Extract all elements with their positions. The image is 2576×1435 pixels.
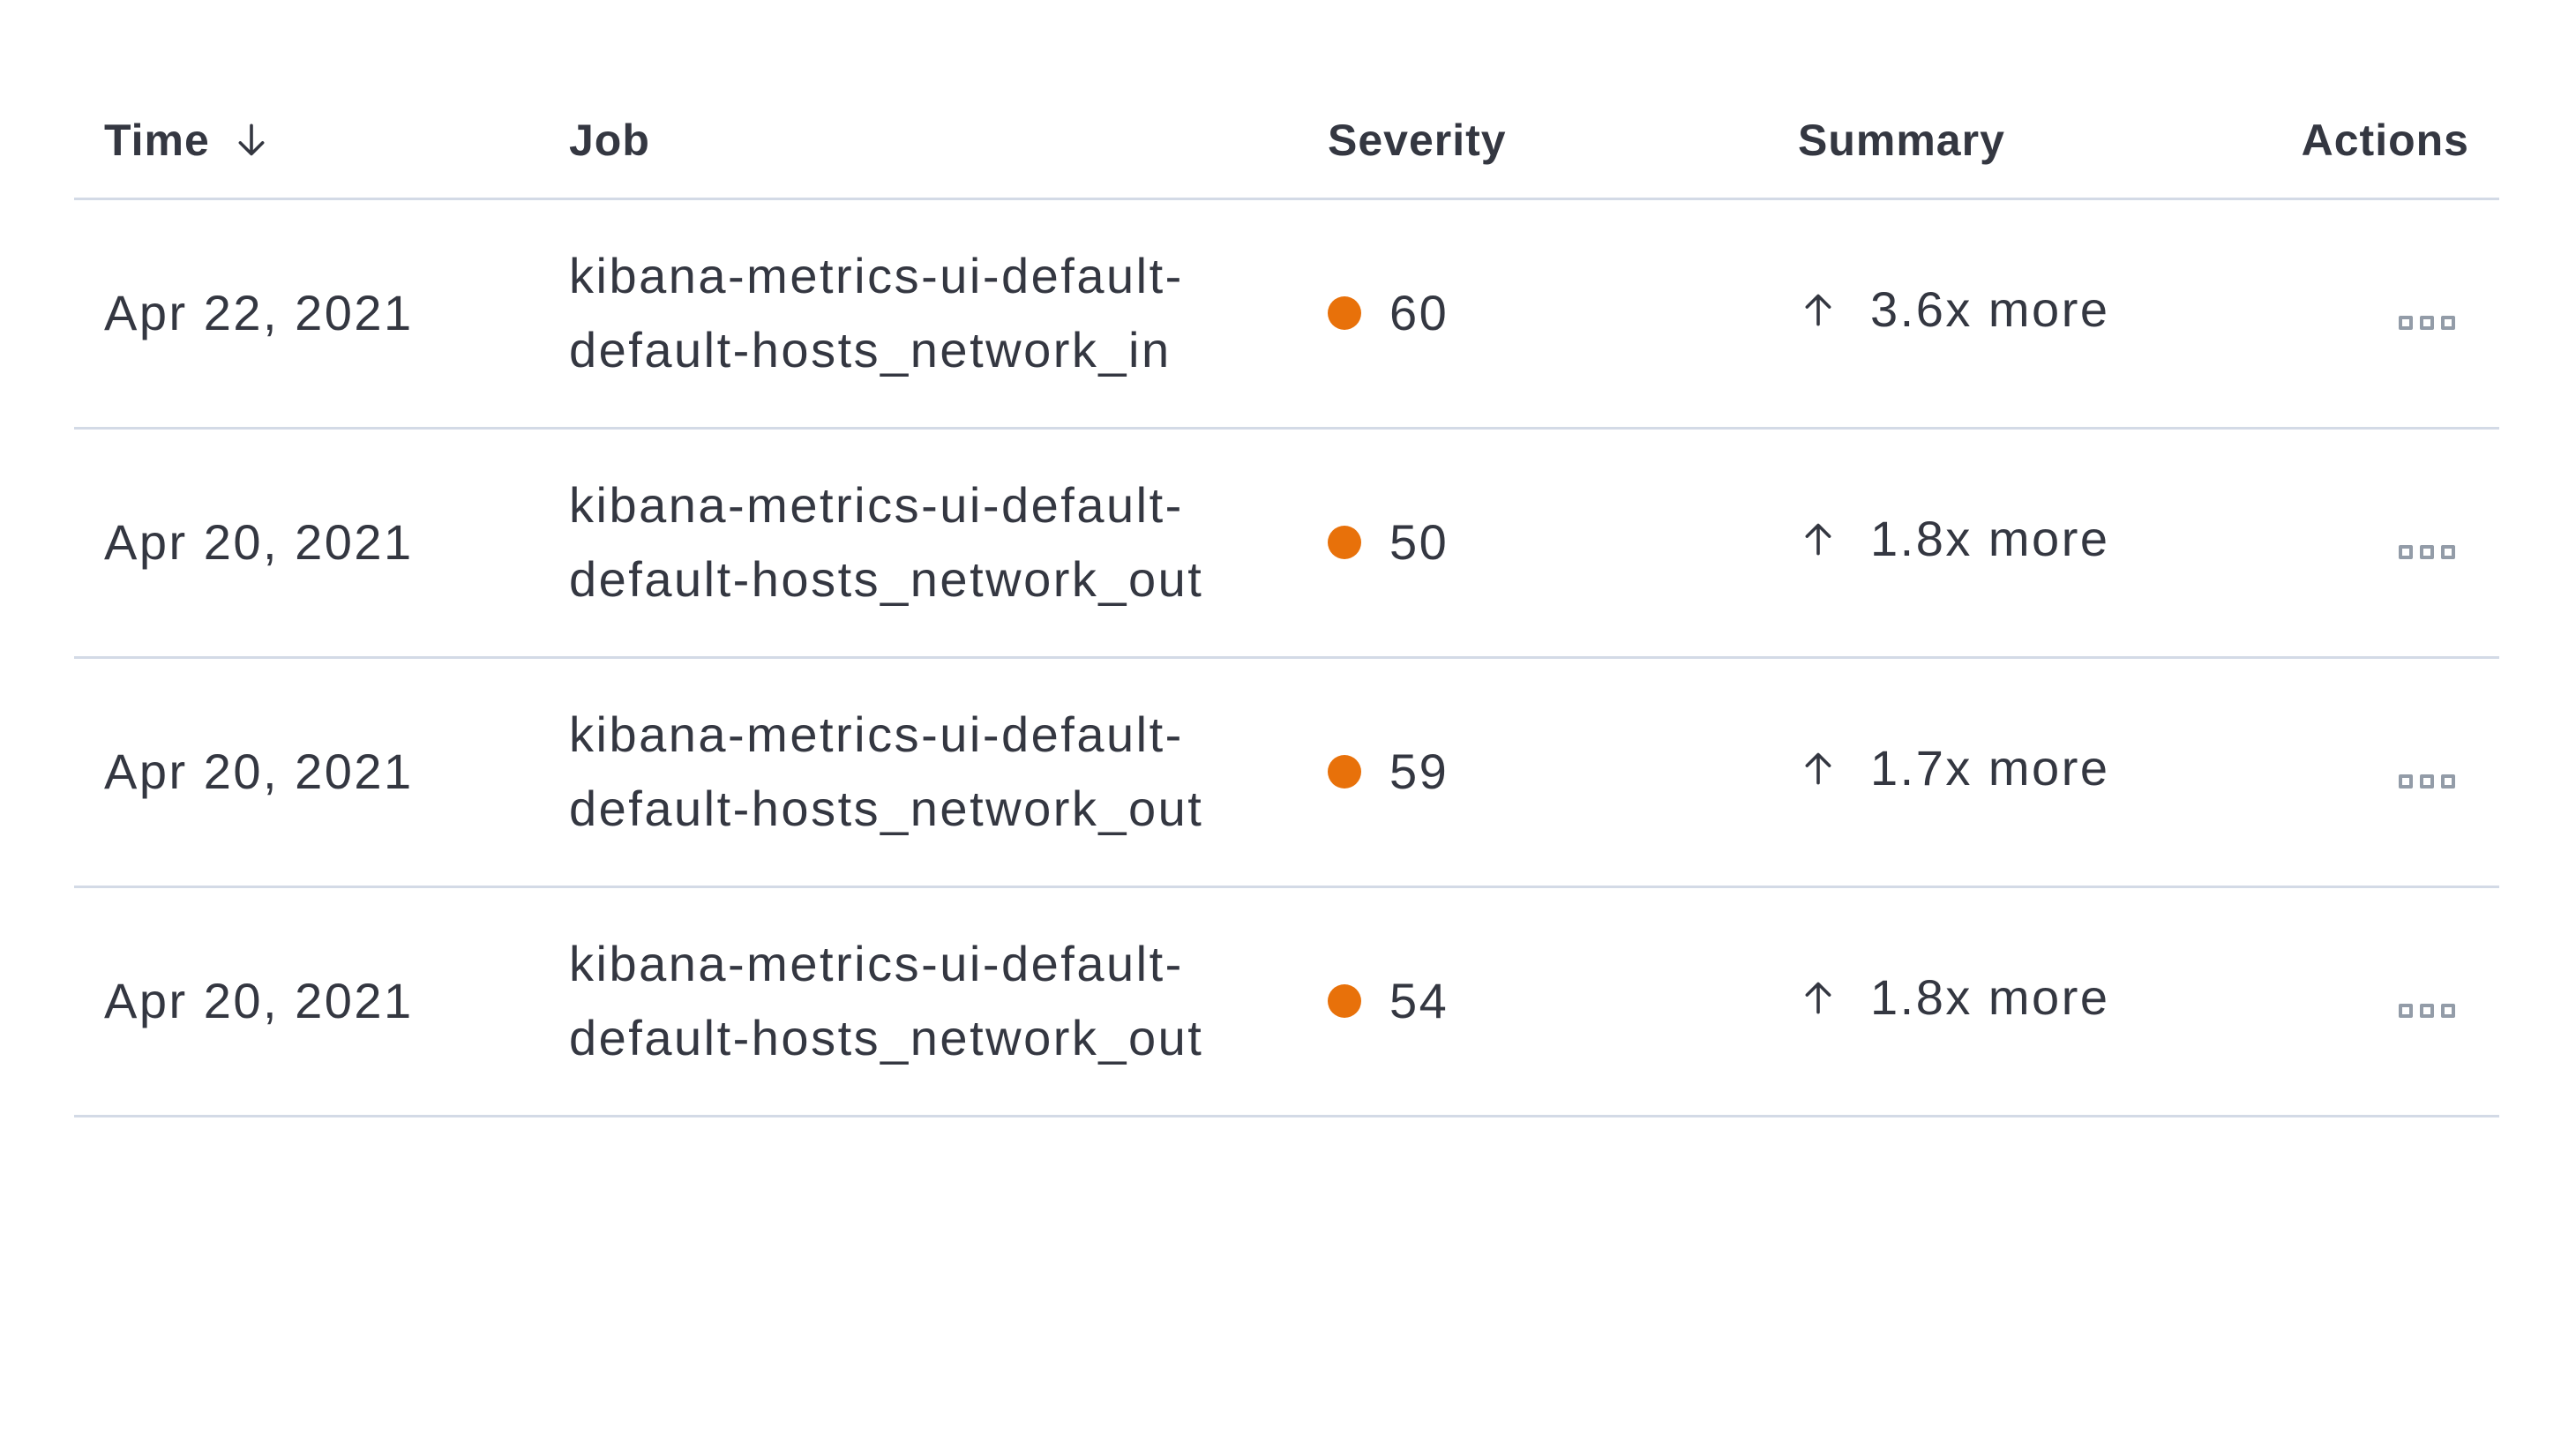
actions-header-label: Actions bbox=[2301, 116, 2469, 166]
job-cell: kibana-metrics-ui-default-default-hosts_… bbox=[539, 657, 1298, 888]
table-row: Apr 20, 2021 kibana-metrics-ui-default-d… bbox=[74, 886, 2499, 1117]
severity-cell: 60 bbox=[1298, 198, 1768, 430]
severity-cell: 54 bbox=[1298, 886, 1768, 1117]
severity-dot-icon bbox=[1328, 296, 1361, 330]
anomalies-table: Time Job Severity Summary Actions bbox=[74, 84, 2499, 1117]
job-cell: kibana-metrics-ui-default-default-hosts_… bbox=[539, 428, 1298, 659]
severity-value: 54 bbox=[1389, 973, 1449, 1028]
row-actions-button[interactable] bbox=[2399, 1004, 2455, 1018]
column-header-severity: Severity bbox=[1298, 84, 1768, 200]
column-header-job: Job bbox=[539, 84, 1298, 200]
severity-value: 59 bbox=[1389, 744, 1449, 799]
severity-cell: 50 bbox=[1298, 428, 1768, 659]
time-cell: Apr 20, 2021 bbox=[74, 428, 539, 659]
column-header-time[interactable]: Time bbox=[104, 115, 272, 166]
job-cell: kibana-metrics-ui-default-default-hosts_… bbox=[539, 198, 1298, 430]
severity-dot-icon bbox=[1328, 526, 1361, 559]
table-row: Apr 20, 2021 kibana-metrics-ui-default-d… bbox=[74, 657, 2499, 888]
summary-cell: 1.8x more bbox=[1768, 428, 2288, 659]
boxes-horizontal-icon bbox=[2399, 316, 2455, 330]
boxes-horizontal-icon bbox=[2399, 774, 2455, 789]
severity-dot-icon bbox=[1328, 984, 1361, 1018]
summary-text: 1.7x more bbox=[1870, 740, 2110, 796]
actions-cell bbox=[2288, 657, 2499, 888]
actions-cell bbox=[2288, 428, 2499, 659]
row-actions-button[interactable] bbox=[2399, 545, 2455, 559]
summary-text: 1.8x more bbox=[1870, 969, 2110, 1025]
severity-cell: 59 bbox=[1298, 657, 1768, 888]
arrow-up-icon bbox=[1805, 523, 1831, 556]
table-header-row: Time Job Severity Summary Actions bbox=[74, 84, 2499, 200]
row-actions-button[interactable] bbox=[2399, 774, 2455, 789]
summary-cell: 1.8x more bbox=[1768, 886, 2288, 1117]
summary-text: 1.8x more bbox=[1870, 511, 2110, 566]
sort-descending-icon bbox=[238, 123, 265, 156]
actions-cell bbox=[2288, 198, 2499, 430]
severity-value: 50 bbox=[1389, 514, 1449, 570]
arrow-up-icon bbox=[1805, 752, 1831, 785]
table-row: Apr 22, 2021 kibana-metrics-ui-default-d… bbox=[74, 198, 2499, 430]
boxes-horizontal-icon bbox=[2399, 545, 2455, 559]
time-cell: Apr 20, 2021 bbox=[74, 657, 539, 888]
summary-text: 3.6x more bbox=[1870, 281, 2110, 337]
time-header-label: Time bbox=[104, 116, 210, 166]
summary-header-label: Summary bbox=[1798, 116, 2005, 166]
table-row: Apr 20, 2021 kibana-metrics-ui-default-d… bbox=[74, 428, 2499, 659]
row-actions-button[interactable] bbox=[2399, 316, 2455, 330]
column-header-actions: Actions bbox=[2288, 84, 2499, 200]
summary-cell: 3.6x more bbox=[1768, 198, 2288, 430]
arrow-up-icon bbox=[1805, 982, 1831, 1014]
severity-value: 60 bbox=[1389, 285, 1449, 340]
summary-cell: 1.7x more bbox=[1768, 657, 2288, 888]
severity-dot-icon bbox=[1328, 755, 1361, 789]
time-cell: Apr 20, 2021 bbox=[74, 886, 539, 1117]
actions-cell bbox=[2288, 886, 2499, 1117]
severity-header-label: Severity bbox=[1328, 116, 1507, 166]
column-header-summary: Summary bbox=[1768, 84, 2288, 200]
boxes-horizontal-icon bbox=[2399, 1004, 2455, 1018]
job-header-label: Job bbox=[569, 116, 650, 166]
arrow-up-icon bbox=[1805, 294, 1831, 326]
column-header-time-cell: Time bbox=[74, 84, 539, 200]
time-cell: Apr 22, 2021 bbox=[74, 198, 539, 430]
job-cell: kibana-metrics-ui-default-default-hosts_… bbox=[539, 886, 1298, 1117]
